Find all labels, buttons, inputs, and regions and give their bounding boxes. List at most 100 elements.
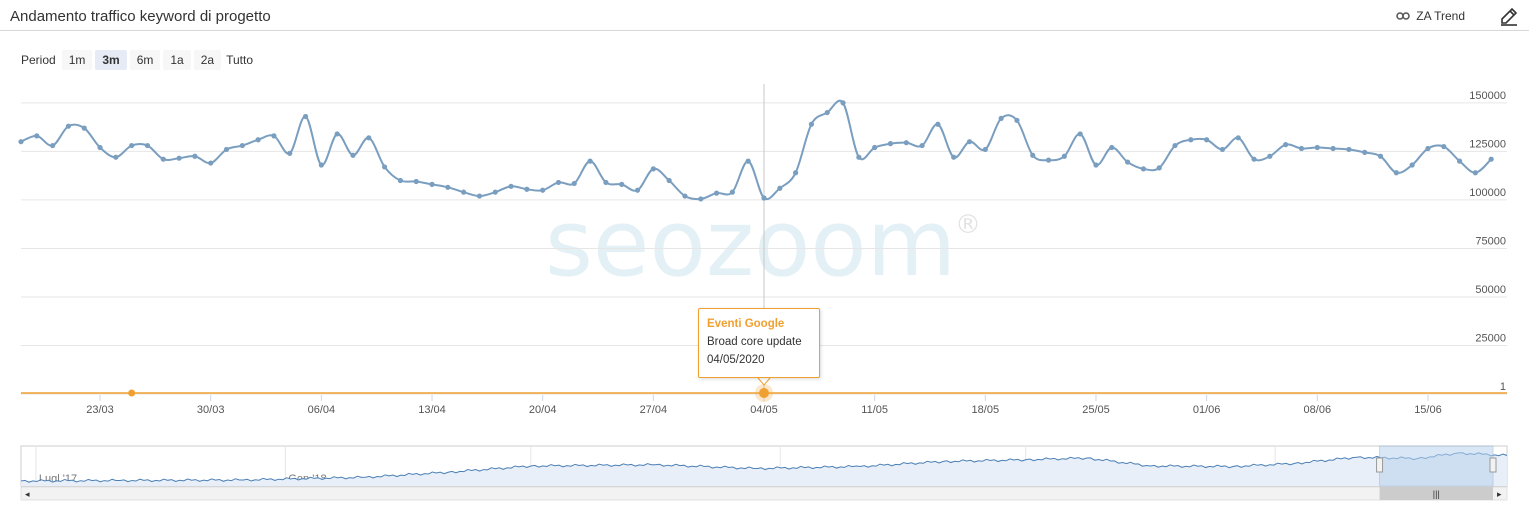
data-point[interactable] bbox=[824, 109, 830, 116]
data-point[interactable] bbox=[350, 152, 356, 158]
data-point[interactable] bbox=[492, 189, 498, 195]
data-point[interactable] bbox=[445, 184, 451, 190]
data-point[interactable] bbox=[793, 170, 799, 176]
data-point[interactable] bbox=[302, 113, 309, 120]
data-point[interactable] bbox=[34, 133, 40, 139]
data-point[interactable] bbox=[81, 125, 87, 131]
data-point[interactable] bbox=[129, 142, 135, 149]
data-point[interactable] bbox=[1077, 131, 1083, 137]
range-3m-button[interactable]: 3m bbox=[95, 50, 127, 70]
data-point[interactable] bbox=[856, 154, 862, 160]
data-point[interactable] bbox=[872, 144, 878, 151]
data-point[interactable] bbox=[1441, 143, 1447, 150]
data-point[interactable] bbox=[1362, 149, 1368, 155]
data-point[interactable] bbox=[208, 160, 214, 166]
data-point[interactable] bbox=[508, 183, 514, 189]
data-point[interactable] bbox=[381, 164, 388, 170]
range-2a-button[interactable]: 2a bbox=[193, 50, 222, 70]
scrollbar-track[interactable] bbox=[20, 486, 1508, 501]
data-point[interactable] bbox=[1030, 152, 1036, 158]
data-point[interactable] bbox=[1045, 157, 1052, 163]
data-point[interactable] bbox=[966, 139, 973, 145]
data-point[interactable] bbox=[192, 153, 198, 159]
data-point[interactable] bbox=[429, 181, 435, 187]
data-point[interactable] bbox=[682, 193, 688, 199]
data-point[interactable] bbox=[650, 166, 656, 172]
navigator-selection[interactable] bbox=[1379, 445, 1494, 487]
data-point[interactable] bbox=[1488, 156, 1494, 162]
data-point[interactable] bbox=[1235, 135, 1241, 141]
data-point[interactable] bbox=[1456, 158, 1463, 164]
navigator-handle[interactable] bbox=[1489, 457, 1497, 473]
data-point[interactable] bbox=[698, 196, 704, 202]
data-point[interactable] bbox=[1219, 146, 1226, 153]
data-point[interactable] bbox=[1204, 137, 1210, 143]
data-point[interactable] bbox=[18, 139, 24, 145]
range-all-button[interactable]: Tutto bbox=[226, 53, 253, 67]
data-point[interactable] bbox=[634, 187, 641, 193]
data-point[interactable] bbox=[476, 193, 483, 199]
data-point[interactable] bbox=[951, 154, 957, 160]
data-point[interactable] bbox=[1061, 153, 1067, 159]
data-point[interactable] bbox=[524, 186, 530, 192]
data-point[interactable] bbox=[1251, 156, 1257, 162]
data-point[interactable] bbox=[1377, 153, 1384, 159]
data-point[interactable] bbox=[1093, 162, 1099, 168]
range-1m-button[interactable]: 1m bbox=[61, 50, 93, 70]
data-point[interactable] bbox=[982, 146, 988, 153]
edit-icon[interactable] bbox=[1499, 6, 1519, 26]
za-trend-button[interactable]: ZA Trend bbox=[1396, 9, 1465, 23]
data-point[interactable] bbox=[1346, 146, 1352, 153]
event-marker[interactable] bbox=[759, 388, 769, 398]
data-point[interactable] bbox=[1140, 166, 1147, 172]
data-point[interactable] bbox=[919, 142, 925, 149]
range-6m-button[interactable]: 6m bbox=[129, 50, 161, 70]
data-point[interactable] bbox=[777, 185, 783, 191]
data-point[interactable] bbox=[713, 190, 720, 196]
data-point[interactable] bbox=[1393, 170, 1399, 176]
scrollbar-thumb[interactable] bbox=[1379, 487, 1493, 500]
data-point[interactable] bbox=[555, 179, 562, 186]
data-point[interactable] bbox=[397, 177, 404, 184]
data-point[interactable] bbox=[540, 187, 546, 193]
data-point[interactable] bbox=[255, 137, 261, 143]
data-point[interactable] bbox=[1124, 159, 1131, 165]
data-point[interactable] bbox=[1409, 162, 1415, 168]
data-point[interactable] bbox=[1472, 170, 1478, 176]
data-point[interactable] bbox=[1267, 153, 1273, 159]
navigator[interactable]: Lugl '17Gen '18Lugl '18Gen '19Lugl '19Ge… bbox=[20, 445, 1508, 501]
data-point[interactable] bbox=[761, 195, 767, 201]
data-point[interactable] bbox=[1156, 165, 1162, 171]
event-marker[interactable] bbox=[128, 389, 136, 397]
data-point[interactable] bbox=[318, 162, 324, 168]
data-point[interactable] bbox=[1314, 144, 1320, 151]
data-point[interactable] bbox=[887, 141, 894, 147]
data-point[interactable] bbox=[619, 181, 625, 187]
data-point[interactable] bbox=[223, 146, 230, 153]
data-point[interactable] bbox=[287, 150, 293, 156]
data-point[interactable] bbox=[1330, 145, 1336, 152]
data-point[interactable] bbox=[160, 156, 166, 162]
data-point[interactable] bbox=[65, 123, 72, 129]
data-point[interactable] bbox=[1188, 137, 1194, 143]
data-point[interactable] bbox=[1425, 145, 1431, 152]
data-point[interactable] bbox=[271, 133, 277, 139]
data-point[interactable] bbox=[935, 121, 941, 127]
navigator-handle[interactable] bbox=[1376, 457, 1384, 473]
data-point[interactable] bbox=[50, 142, 56, 149]
data-point[interactable] bbox=[461, 189, 467, 195]
data-point[interactable] bbox=[603, 179, 609, 186]
data-point[interactable] bbox=[1109, 144, 1115, 151]
data-point[interactable] bbox=[840, 100, 846, 106]
data-point[interactable] bbox=[176, 155, 182, 161]
data-point[interactable] bbox=[571, 180, 577, 187]
data-point[interactable] bbox=[366, 135, 372, 141]
data-point[interactable] bbox=[144, 142, 151, 149]
data-point[interactable] bbox=[745, 158, 751, 164]
data-point[interactable] bbox=[666, 177, 672, 184]
data-point[interactable] bbox=[1014, 117, 1020, 123]
data-point[interactable] bbox=[998, 115, 1004, 122]
data-point[interactable] bbox=[808, 121, 815, 127]
data-point[interactable] bbox=[113, 154, 119, 160]
data-point[interactable] bbox=[1283, 142, 1289, 148]
